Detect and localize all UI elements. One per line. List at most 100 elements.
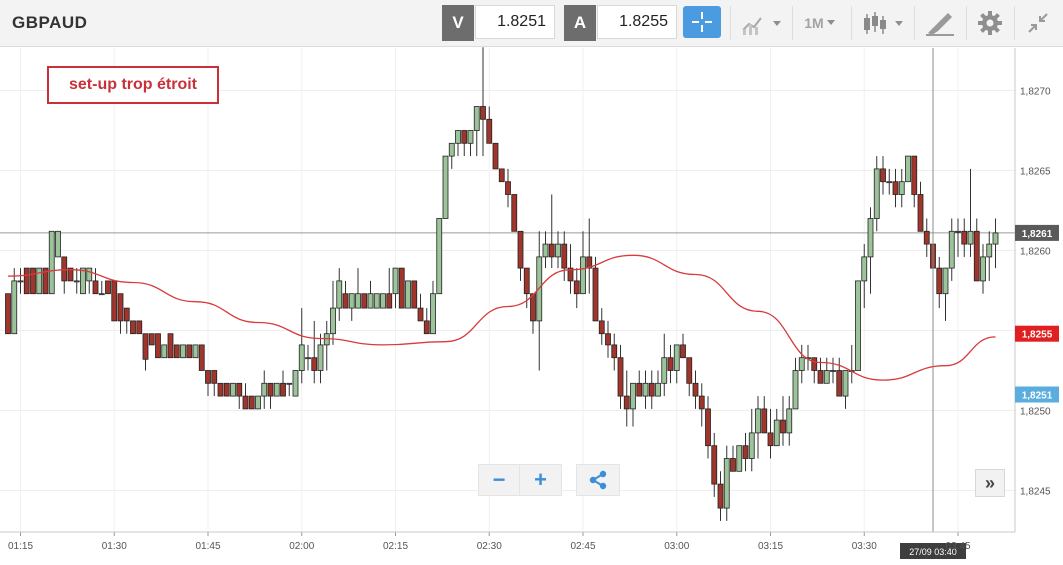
candle bbox=[530, 293, 536, 334]
candle bbox=[986, 231, 993, 281]
candle bbox=[242, 383, 249, 410]
crosshair-date-box bbox=[900, 543, 966, 559]
candle-body-up bbox=[867, 218, 874, 258]
candle bbox=[267, 382, 274, 409]
candle-body-down bbox=[92, 280, 99, 295]
candle bbox=[136, 320, 143, 335]
candle bbox=[386, 268, 393, 309]
crosshair-button[interactable] bbox=[683, 6, 721, 38]
scroll-right-button[interactable]: » bbox=[975, 469, 1005, 497]
candle-body-up bbox=[330, 307, 336, 335]
zoom-controls: − + bbox=[478, 464, 562, 496]
chart-type-icon bbox=[742, 17, 781, 35]
chevron-down-icon bbox=[826, 20, 835, 25]
candle-body-up bbox=[542, 243, 549, 258]
candle-body-up bbox=[55, 230, 61, 258]
candle-body-down bbox=[148, 333, 155, 346]
settings-button[interactable] bbox=[972, 5, 1008, 41]
candle bbox=[948, 218, 955, 281]
price-chart[interactable]: 27/09 03:40 1,82701,82651,82601,82551,82… bbox=[0, 47, 1063, 565]
candle bbox=[355, 268, 361, 309]
candle-body-down bbox=[205, 370, 211, 384]
collapse-icon bbox=[1028, 13, 1048, 33]
candle bbox=[923, 218, 930, 257]
candle bbox=[361, 293, 368, 309]
candle-body-down bbox=[511, 194, 518, 232]
candle-body-down bbox=[42, 267, 49, 295]
collapse-button[interactable] bbox=[1020, 5, 1056, 41]
candle-body-down bbox=[142, 333, 149, 360]
zoom-in-button[interactable]: + bbox=[520, 464, 562, 496]
candle-body-down bbox=[880, 168, 886, 183]
x-tick-label: 02:45 bbox=[570, 541, 595, 552]
candle-body-down bbox=[480, 106, 486, 120]
candle-body-down bbox=[811, 357, 818, 371]
ask-label: A bbox=[564, 5, 596, 41]
candle bbox=[980, 244, 986, 294]
candle-body-up bbox=[855, 280, 861, 371]
candle bbox=[505, 168, 511, 208]
candle-body-up bbox=[261, 382, 268, 397]
share-button[interactable] bbox=[576, 464, 620, 496]
drawing-tool-button[interactable] bbox=[920, 5, 960, 41]
candle bbox=[636, 370, 643, 397]
candle bbox=[130, 320, 136, 335]
candle bbox=[492, 142, 499, 170]
candle bbox=[423, 308, 430, 335]
candle-body-down bbox=[817, 370, 824, 384]
crosshair-date-label: 27/09 03:40 bbox=[909, 547, 957, 557]
candle bbox=[861, 244, 868, 309]
candle-body-up bbox=[555, 243, 561, 258]
candle-body-down bbox=[217, 382, 224, 397]
candle bbox=[348, 293, 355, 321]
candle-body-up bbox=[955, 230, 961, 233]
candle-body-up bbox=[273, 382, 280, 397]
candle bbox=[786, 396, 793, 446]
zoom-out-button[interactable]: − bbox=[478, 464, 520, 496]
candle bbox=[555, 231, 561, 269]
ask-price[interactable]: 1.8255 bbox=[597, 5, 677, 39]
x-tick-label: 02:15 bbox=[383, 541, 408, 552]
bid-price[interactable]: 1.8251 bbox=[475, 5, 555, 39]
candle-body-down bbox=[730, 458, 736, 472]
candle-body-up bbox=[736, 445, 743, 472]
candle-body-down bbox=[598, 320, 605, 335]
candle bbox=[905, 155, 911, 183]
candle bbox=[123, 307, 130, 334]
candle-body-up bbox=[161, 344, 168, 359]
candle-body-down bbox=[680, 344, 686, 359]
y-tick-label: 1,8260 bbox=[1020, 247, 1051, 258]
candle bbox=[611, 333, 618, 371]
toolbar-divider bbox=[851, 6, 852, 40]
candle bbox=[823, 357, 830, 384]
candle-body-down bbox=[961, 230, 968, 245]
candle bbox=[548, 194, 555, 269]
candle-body-down bbox=[130, 320, 136, 335]
candle bbox=[273, 382, 280, 397]
candle bbox=[373, 293, 380, 309]
timeframe-dropdown[interactable]: 1M bbox=[797, 5, 845, 41]
candle bbox=[48, 230, 55, 295]
candle bbox=[736, 445, 743, 472]
candle-body-down bbox=[648, 382, 655, 397]
candle bbox=[105, 280, 111, 295]
candle-body-down bbox=[617, 357, 624, 397]
candle bbox=[486, 106, 493, 144]
chart-type-button[interactable] bbox=[738, 5, 786, 41]
candle-body-down bbox=[530, 293, 536, 322]
candle-style-button[interactable] bbox=[858, 5, 910, 41]
candle bbox=[717, 471, 724, 521]
drawing-tool-icon bbox=[926, 13, 954, 36]
candle-body-up bbox=[473, 106, 480, 131]
candle-body-down bbox=[836, 370, 843, 397]
candle-body-down bbox=[342, 293, 349, 309]
candle bbox=[473, 106, 480, 157]
candle-body-up bbox=[673, 344, 680, 371]
candle-body-down bbox=[936, 267, 943, 295]
candle bbox=[455, 130, 461, 157]
candle-body-up bbox=[436, 218, 443, 295]
candle-body-up bbox=[73, 280, 80, 283]
candle-body-up bbox=[798, 357, 805, 371]
candle bbox=[836, 357, 843, 397]
x-tick-label: 02:30 bbox=[477, 541, 502, 552]
